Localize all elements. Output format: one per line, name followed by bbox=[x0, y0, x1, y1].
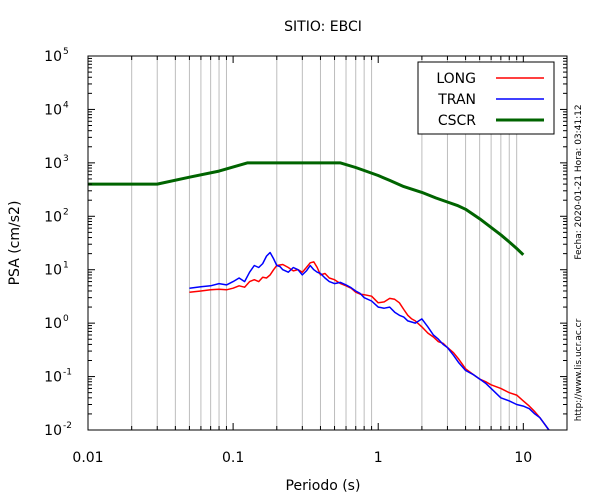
y-tick-label: 10 bbox=[44, 209, 62, 225]
y-tick-label: 10 bbox=[44, 423, 62, 439]
y-tick-exponent: 4 bbox=[63, 100, 69, 110]
x-tick-label: 10 bbox=[514, 450, 532, 466]
y-tick-exponent: 5 bbox=[63, 47, 69, 57]
y-tick-exponent: -1 bbox=[63, 368, 72, 378]
y-tick-label: 10 bbox=[44, 156, 62, 172]
y-tick-exponent: 3 bbox=[63, 154, 69, 164]
y-axis-label: PSA (cm/s2) bbox=[7, 201, 23, 286]
legend-box bbox=[417, 61, 555, 135]
website-url-text: http://www.lis.ucr.ac.cr bbox=[574, 318, 584, 421]
y-tick-label: 10 bbox=[44, 316, 62, 332]
x-tick-label: 0.01 bbox=[72, 450, 103, 466]
series-line-tran bbox=[189, 251, 550, 431]
y-tick-label: 10 bbox=[44, 370, 62, 386]
y-tick-label: 10 bbox=[44, 102, 62, 118]
legend-label-long: LONG bbox=[436, 71, 476, 87]
y-tick-exponent: 0 bbox=[63, 314, 69, 324]
x-tick-label: 1 bbox=[374, 450, 383, 466]
plot-frame bbox=[87, 55, 568, 431]
y-tick-exponent: 1 bbox=[63, 261, 69, 271]
chart-title: SITIO: EBCI bbox=[284, 19, 362, 35]
x-tick-label: 0.1 bbox=[222, 450, 244, 466]
y-tick-exponent: -2 bbox=[63, 421, 72, 431]
x-axis-label: Periodo (s) bbox=[286, 478, 361, 494]
timestamp-text: Fecha: 2020-01-21 Hora: 03:41:12 bbox=[574, 104, 584, 259]
series-layer bbox=[88, 161, 550, 431]
legend-label-cscr: CSCR bbox=[438, 113, 476, 129]
y-tick-label: 10 bbox=[44, 263, 62, 279]
y-tick-exponent: 2 bbox=[63, 207, 69, 217]
y-tick-label: 10 bbox=[44, 49, 62, 65]
legend: LONG TRAN CSCR bbox=[417, 61, 555, 135]
series-line-cscr bbox=[88, 161, 525, 256]
legend-label-tran: TRAN bbox=[437, 92, 476, 108]
